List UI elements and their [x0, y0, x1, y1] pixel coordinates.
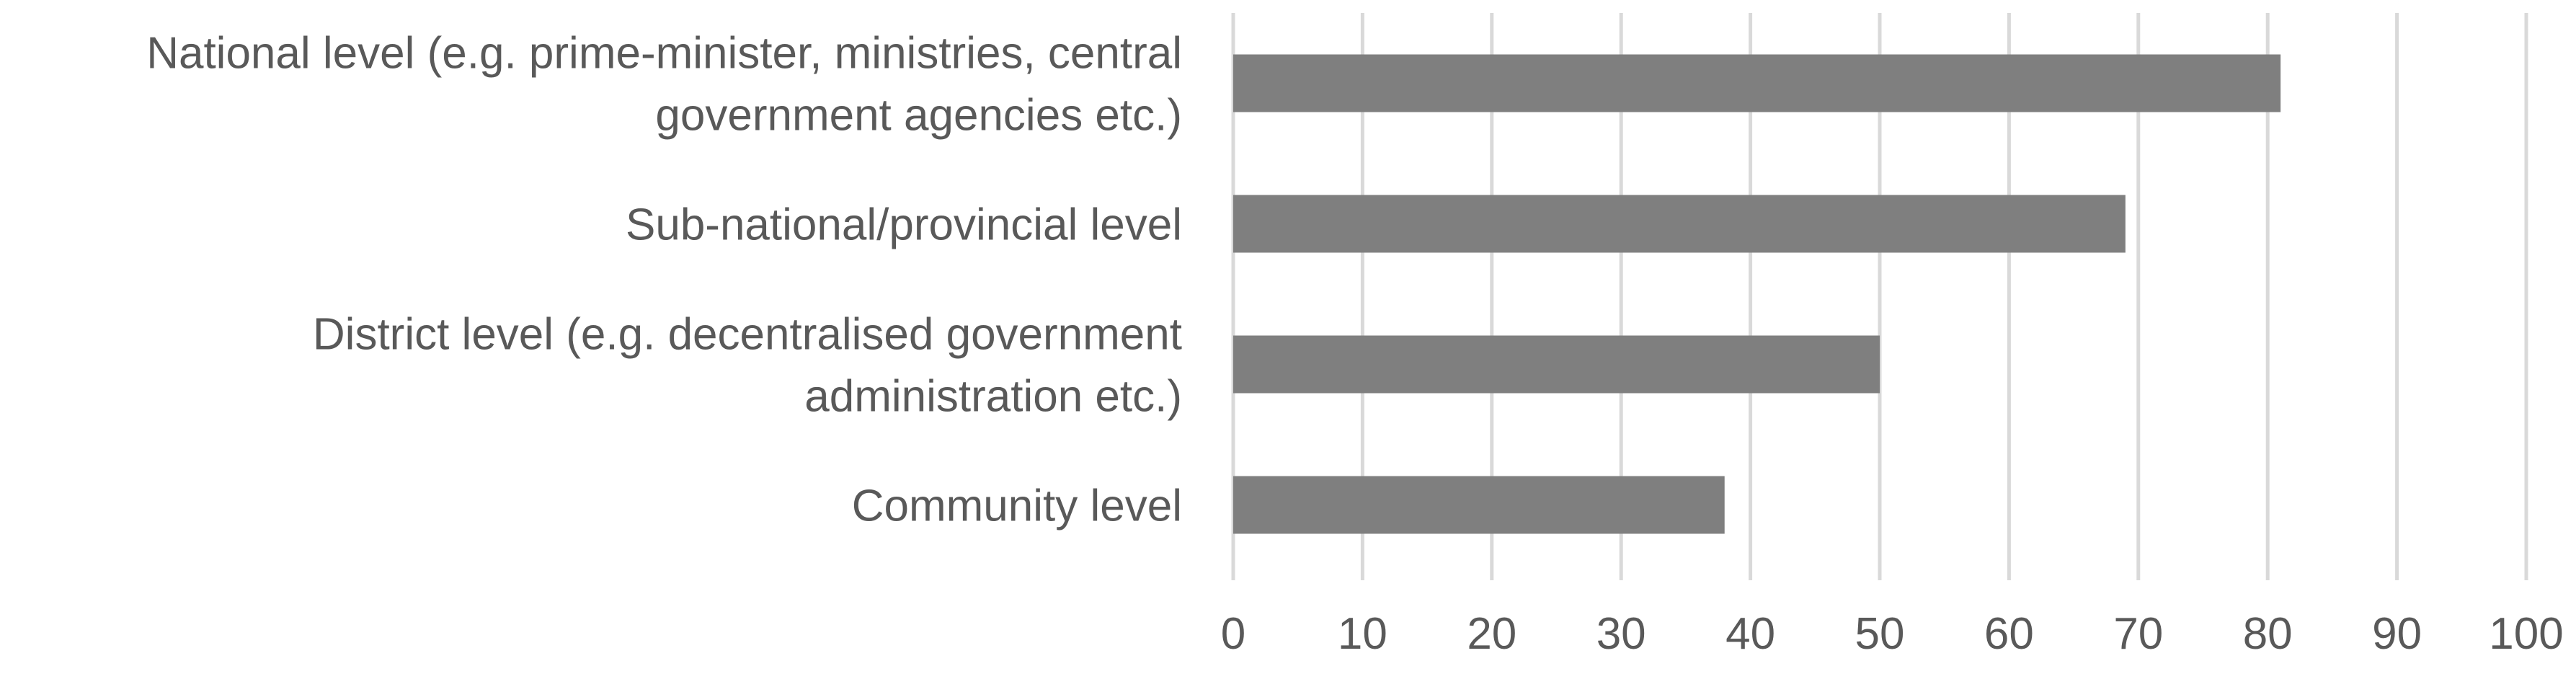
bar: [1233, 476, 1725, 534]
x-tick-label: 10: [1338, 609, 1387, 659]
x-tick-label: 0: [1221, 609, 1245, 659]
category-label: Sub-national/provincial level: [626, 200, 1182, 250]
bars: [1233, 54, 2281, 534]
category-label: District level (e.g. decentralised gover…: [313, 310, 1182, 360]
category-label: government agencies etc.): [655, 91, 1182, 141]
x-axis-tick-labels: 0 10 20 30 40 50 60 70 80 90 100: [1221, 609, 2564, 659]
bar: [1233, 195, 2126, 253]
category-labels: National level (e.g. prime-minister, min…: [146, 29, 1182, 531]
x-tick-label: 70: [2113, 609, 2163, 659]
x-tick-label: 80: [2243, 609, 2293, 659]
category-label: Community level: [852, 481, 1182, 531]
x-tick-label: 30: [1596, 609, 1646, 659]
category-label: National level (e.g. prime-minister, min…: [146, 29, 1182, 79]
x-tick-label: 20: [1467, 609, 1516, 659]
x-tick-label: 90: [2372, 609, 2422, 659]
x-tick-label: 60: [1984, 609, 2034, 659]
bar: [1233, 335, 1880, 394]
x-tick-label: 40: [1726, 609, 1775, 659]
bar: [1233, 54, 2281, 112]
category-label: administration etc.): [804, 372, 1182, 422]
x-tick-label: 100: [2489, 609, 2563, 659]
x-tick-label: 50: [1855, 609, 1905, 659]
